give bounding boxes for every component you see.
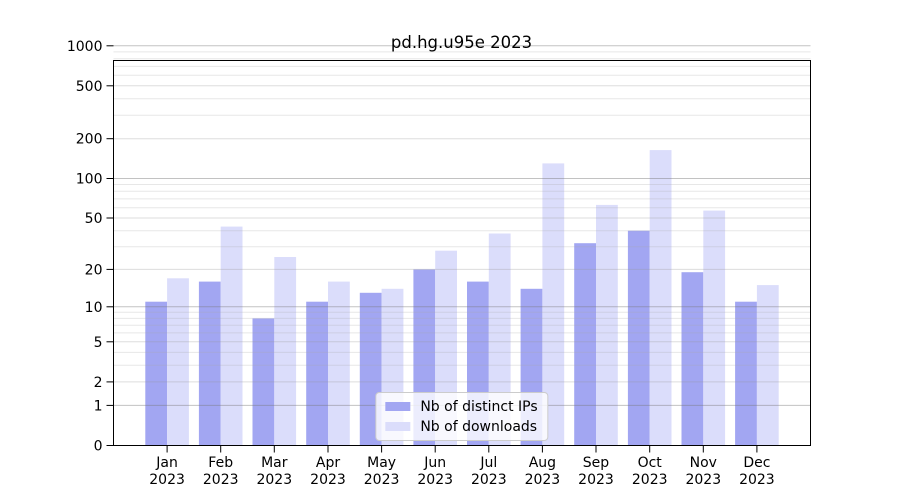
x-tick-label-year-may: 2023	[364, 472, 400, 488]
bar-distinct-ips-dec	[735, 301, 757, 446]
bar-downloads-oct	[649, 150, 672, 446]
x-tick-label-year-mar: 2023	[256, 472, 292, 488]
y-tick-label-100: 100	[76, 172, 103, 188]
x-tick-label-year-oct: 2023	[632, 472, 668, 488]
x-tick-label-month-dec: Dec	[743, 455, 770, 471]
x-tick-label-month-jun: Jun	[423, 455, 446, 471]
legend-swatch-downloads	[385, 421, 411, 432]
legend-label-distinct-ips: Nb of distinct IPs	[420, 398, 538, 415]
x-tick-label-month-jul: Jul	[479, 455, 497, 471]
x-tick-label-year-jul: 2023	[471, 472, 507, 488]
y-tick-label-2: 2	[94, 375, 103, 391]
bar-downloads-feb	[220, 226, 243, 446]
legend-swatch-distinct-ips	[385, 401, 411, 412]
legend-item-distinct-ips: Nb of distinct IPs	[385, 397, 538, 416]
bar-distinct-ips-sep	[574, 243, 596, 446]
x-tick-label-month-sep: Sep	[583, 455, 610, 471]
bar-distinct-ips-mar	[252, 318, 275, 446]
y-tick-label-20: 20	[85, 262, 103, 278]
x-tick-label-year-sep: 2023	[578, 472, 614, 488]
x-tick-label-month-jan: Jan	[155, 455, 178, 471]
y-tick-label-1000: 1000	[67, 39, 103, 55]
y-tick-label-5: 5	[94, 335, 103, 351]
bar-distinct-ips-feb	[198, 281, 221, 446]
y-tick-label-200: 200	[76, 132, 103, 148]
y-tick-label-1: 1	[94, 398, 103, 414]
x-tick-label-year-apr: 2023	[310, 472, 346, 488]
y-tick-label-50: 50	[85, 211, 103, 227]
bar-distinct-ips-oct	[627, 230, 650, 446]
y-tick-label-0: 0	[94, 439, 103, 455]
x-tick-label-month-aug: Aug	[529, 455, 556, 471]
y-tick-label-10: 10	[85, 300, 103, 316]
bar-downloads-nov	[703, 210, 726, 446]
bar-downloads-jan	[167, 278, 189, 446]
x-tick-label-year-aug: 2023	[525, 472, 561, 488]
x-tick-label-year-dec: 2023	[739, 472, 775, 488]
plot-frame	[113, 60, 811, 446]
legend-item-downloads: Nb of downloads	[385, 417, 537, 436]
x-tick-label-month-apr: Apr	[316, 455, 340, 471]
legend-label-downloads: Nb of downloads	[420, 418, 538, 435]
chart-title: pd.hg.u95e 2023	[390, 33, 533, 52]
bar-distinct-ips-nov	[681, 272, 704, 446]
bar-downloads-dec	[756, 285, 779, 446]
legend: Nb of distinct IPs Nb of downloads	[375, 392, 549, 441]
bar-downloads-aug	[542, 163, 565, 446]
x-tick-label-month-may: May	[367, 455, 396, 471]
bar-downloads-mar	[274, 257, 297, 446]
x-tick-label-year-jan: 2023	[149, 472, 185, 488]
x-tick-label-year-jun: 2023	[417, 472, 453, 488]
bar-distinct-ips-apr	[306, 301, 328, 446]
y-tick-label-500: 500	[76, 79, 103, 95]
bar-distinct-ips-jan	[145, 301, 168, 446]
x-tick-label-month-feb: Feb	[208, 455, 233, 471]
bar-downloads-apr	[328, 281, 350, 446]
x-tick-label-month-mar: Mar	[261, 455, 288, 471]
x-tick-label-month-oct: Oct	[638, 455, 663, 471]
bar-downloads-sep	[596, 204, 618, 446]
x-tick-label-year-feb: 2023	[203, 472, 239, 488]
x-tick-label-year-nov: 2023	[685, 472, 721, 488]
x-tick-label-month-nov: Nov	[690, 455, 717, 471]
